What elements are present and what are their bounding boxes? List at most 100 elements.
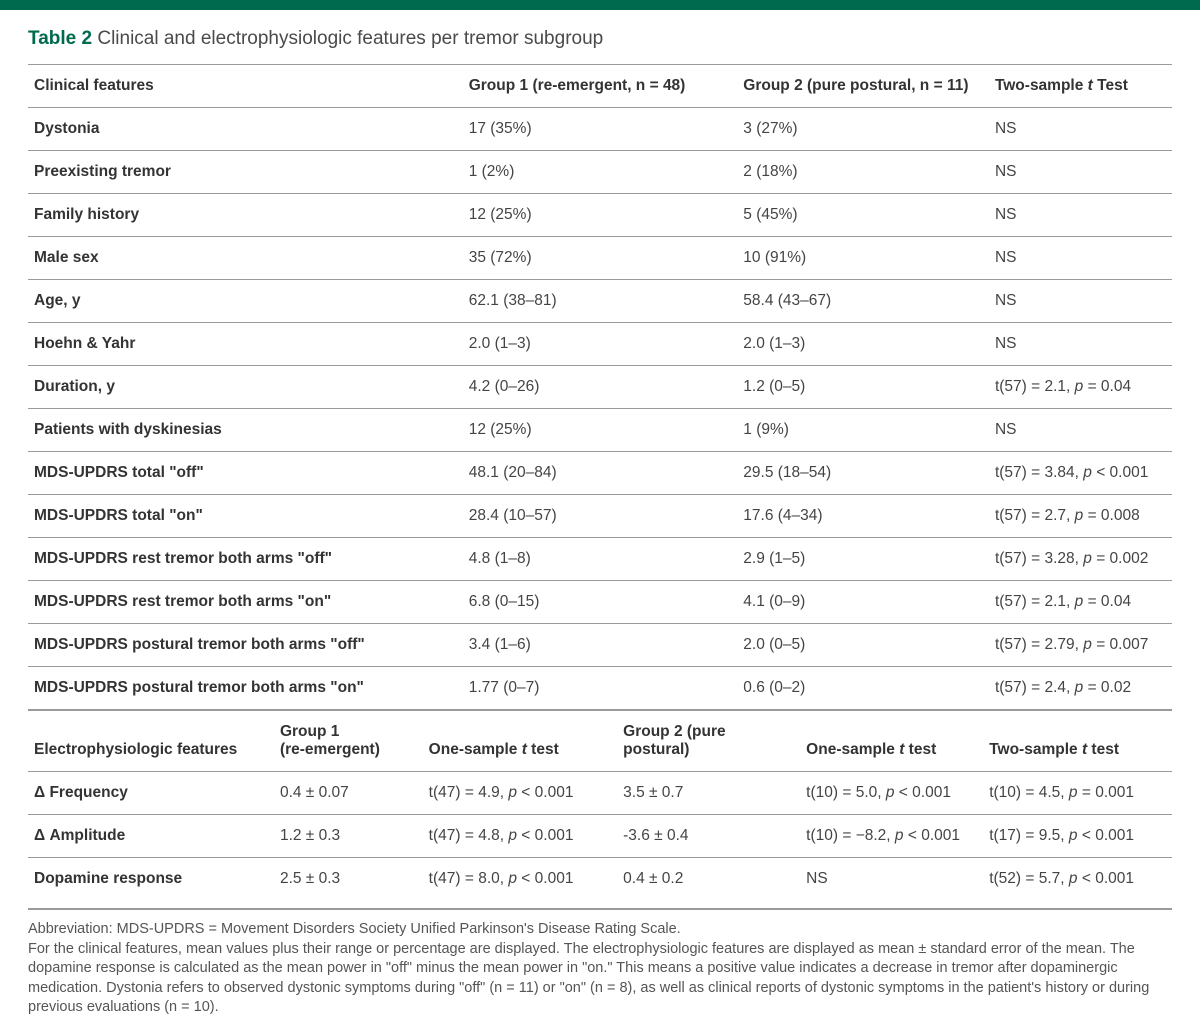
col-group1-ep: Group 1 (re-emergent): [274, 711, 423, 772]
footnote-abbrev: Abbreviation: MDS-UPDRS = Movement Disor…: [28, 920, 1172, 940]
feature-cell: Hoehn & Yahr: [28, 323, 463, 366]
ttest-cell: t(57) = 2.4, p = 0.02: [989, 667, 1172, 710]
one-sample-2-cell: t(10) = 5.0, p < 0.001: [800, 772, 983, 815]
feature-cell: Δ Frequency: [28, 772, 274, 815]
feature-cell: Dopamine response: [28, 858, 274, 901]
group2-cell: 1.2 (0–5): [737, 366, 989, 409]
ttest-cell: t(57) = 3.84, p < 0.001: [989, 452, 1172, 495]
clinical-tbody: Dystonia17 (35%)3 (27%)NSPreexisting tre…: [28, 108, 1172, 710]
group1-cell: 4.8 (1–8): [463, 538, 738, 581]
clinical-features-table: Clinical features Group 1 (re-emergent, …: [28, 64, 1172, 710]
table-row: MDS-UPDRS total "off"48.1 (20–84)29.5 (1…: [28, 452, 1172, 495]
group1-cell: 12 (25%): [463, 409, 738, 452]
group2-cell: 2.0 (1–3): [737, 323, 989, 366]
feature-cell: MDS-UPDRS postural tremor both arms "off…: [28, 624, 463, 667]
table-label: Table 2: [28, 28, 92, 49]
table-row: Δ Frequency0.4 ± 0.07t(47) = 4.9, p < 0.…: [28, 772, 1172, 815]
feature-cell: Male sex: [28, 237, 463, 280]
group2-cell: 2.0 (0–5): [737, 624, 989, 667]
table-row: MDS-UPDRS rest tremor both arms "off"4.8…: [28, 538, 1172, 581]
group1-cell: 2.0 (1–3): [463, 323, 738, 366]
col-group2-ep: Group 2 (pure postural): [617, 711, 800, 772]
table-description: Clinical and electrophysiologic features…: [97, 28, 603, 49]
feature-cell: Δ Amplitude: [28, 815, 274, 858]
ttest-cell: NS: [989, 280, 1172, 323]
col-one-sample-2: One-sample t test: [800, 711, 983, 772]
ttest-cell: NS: [989, 237, 1172, 280]
table-row: Male sex35 (72%)10 (91%)NS: [28, 237, 1172, 280]
group2-cell: 29.5 (18–54): [737, 452, 989, 495]
group2-cell: 3.5 ± 0.7: [617, 772, 800, 815]
ttest-cell: NS: [989, 323, 1172, 366]
col-electrophys: Electrophysiologic features: [28, 711, 274, 772]
feature-cell: MDS-UPDRS postural tremor both arms "on": [28, 667, 463, 710]
table-row: MDS-UPDRS postural tremor both arms "off…: [28, 624, 1172, 667]
group1-cell: 3.4 (1–6): [463, 624, 738, 667]
table-container: Table 2 Clinical and electrophysiologic …: [0, 0, 1200, 1030]
table-row: Dopamine response2.5 ± 0.3t(47) = 8.0, p…: [28, 858, 1172, 901]
table-row: Δ Amplitude1.2 ± 0.3t(47) = 4.8, p < 0.0…: [28, 815, 1172, 858]
col-group2: Group 2 (pure postural, n = 11): [737, 65, 989, 108]
ttest-cell: t(57) = 3.28, p = 0.002: [989, 538, 1172, 581]
ttest-cell: t(57) = 2.1, p = 0.04: [989, 581, 1172, 624]
table-row: MDS-UPDRS postural tremor both arms "on"…: [28, 667, 1172, 710]
one-sample-2-cell: t(10) = −8.2, p < 0.001: [800, 815, 983, 858]
group2-cell: 1 (9%): [737, 409, 989, 452]
group1-cell: 1.2 ± 0.3: [274, 815, 423, 858]
col-two-sample-2: Two-sample t test: [983, 711, 1172, 772]
group1-cell: 17 (35%): [463, 108, 738, 151]
one-sample-2-cell: NS: [800, 858, 983, 901]
group2-cell: 58.4 (43–67): [737, 280, 989, 323]
group1-cell: 2.5 ± 0.3: [274, 858, 423, 901]
group1-cell: 4.2 (0–26): [463, 366, 738, 409]
group2-cell: 10 (91%): [737, 237, 989, 280]
table-footnote: Abbreviation: MDS-UPDRS = Movement Disor…: [28, 908, 1172, 1018]
feature-cell: MDS-UPDRS rest tremor both arms "off": [28, 538, 463, 581]
group2-cell: -3.6 ± 0.4: [617, 815, 800, 858]
col-clinical-features: Clinical features: [28, 65, 463, 108]
table-row: Duration, y4.2 (0–26)1.2 (0–5)t(57) = 2.…: [28, 366, 1172, 409]
group2-cell: 0.6 (0–2): [737, 667, 989, 710]
one-sample-1-cell: t(47) = 4.8, p < 0.001: [423, 815, 617, 858]
two-sample-cell: t(17) = 9.5, p < 0.001: [983, 815, 1172, 858]
feature-cell: MDS-UPDRS total "on": [28, 495, 463, 538]
group1-cell: 12 (25%): [463, 194, 738, 237]
group2-cell: 0.4 ± 0.2: [617, 858, 800, 901]
group2-cell: 3 (27%): [737, 108, 989, 151]
feature-cell: Duration, y: [28, 366, 463, 409]
one-sample-1-cell: t(47) = 4.9, p < 0.001: [423, 772, 617, 815]
ttest-cell: NS: [989, 194, 1172, 237]
table-header-row: Electrophysiologic features Group 1 (re-…: [28, 711, 1172, 772]
col-one-sample-1: One-sample t test: [423, 711, 617, 772]
group1-cell: 28.4 (10–57): [463, 495, 738, 538]
footnote-body: For the clinical features, mean values p…: [28, 940, 1172, 1018]
table-row: Family history12 (25%)5 (45%)NS: [28, 194, 1172, 237]
ttest-cell: t(57) = 2.7, p = 0.008: [989, 495, 1172, 538]
group1-cell: 1.77 (0–7): [463, 667, 738, 710]
group2-cell: 2.9 (1–5): [737, 538, 989, 581]
group1-cell: 0.4 ± 0.07: [274, 772, 423, 815]
one-sample-1-cell: t(47) = 8.0, p < 0.001: [423, 858, 617, 901]
ttest-cell: NS: [989, 409, 1172, 452]
group1-cell: 35 (72%): [463, 237, 738, 280]
group2-cell: 5 (45%): [737, 194, 989, 237]
feature-cell: Preexisting tremor: [28, 151, 463, 194]
table-header-row: Clinical features Group 1 (re-emergent, …: [28, 65, 1172, 108]
table-row: Dystonia17 (35%)3 (27%)NS: [28, 108, 1172, 151]
table-row: Preexisting tremor1 (2%)2 (18%)NS: [28, 151, 1172, 194]
group2-cell: 17.6 (4–34): [737, 495, 989, 538]
ttest-cell: NS: [989, 108, 1172, 151]
table-row: MDS-UPDRS rest tremor both arms "on"6.8 …: [28, 581, 1172, 624]
group2-cell: 4.1 (0–9): [737, 581, 989, 624]
feature-cell: Dystonia: [28, 108, 463, 151]
ttest-cell: t(57) = 2.79, p = 0.007: [989, 624, 1172, 667]
group1-cell: 62.1 (38–81): [463, 280, 738, 323]
table-row: Patients with dyskinesias12 (25%)1 (9%)N…: [28, 409, 1172, 452]
ttest-cell: NS: [989, 151, 1172, 194]
content-wrapper: Table 2 Clinical and electrophysiologic …: [0, 10, 1200, 1030]
table-row: Hoehn & Yahr2.0 (1–3)2.0 (1–3)NS: [28, 323, 1172, 366]
top-accent-bar: [0, 0, 1200, 10]
two-sample-cell: t(52) = 5.7, p < 0.001: [983, 858, 1172, 901]
feature-cell: Patients with dyskinesias: [28, 409, 463, 452]
table-title: Table 2 Clinical and electrophysiologic …: [28, 28, 1172, 50]
